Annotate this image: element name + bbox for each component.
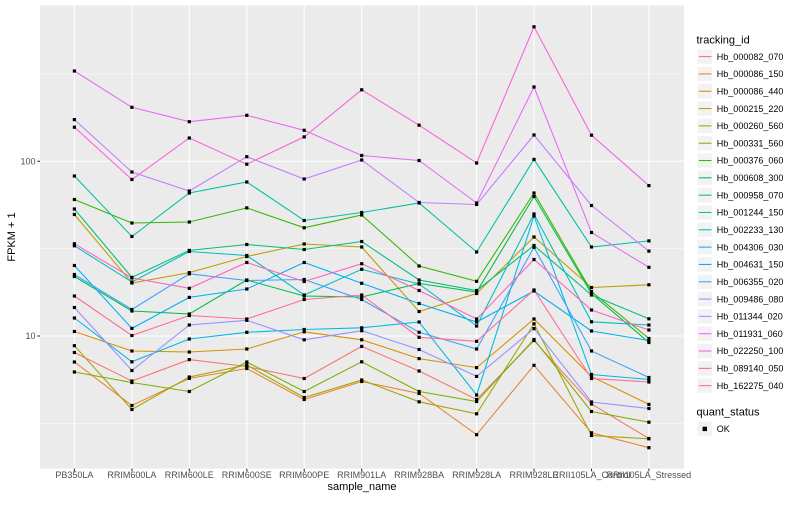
svg-text:Hb_004306_030: Hb_004306_030 — [717, 242, 784, 252]
svg-text:RRII105LA_Stressed: RRII105LA_Stressed — [607, 470, 692, 480]
svg-text:Hb_000376_060: Hb_000376_060 — [717, 156, 784, 166]
svg-text:Hb_006355_020: Hb_006355_020 — [717, 277, 784, 287]
svg-text:Hb_000082_070: Hb_000082_070 — [717, 52, 784, 62]
svg-text:RRIM600LE: RRIM600LE — [165, 470, 214, 480]
svg-text:Hb_004631_150: Hb_004631_150 — [717, 260, 784, 270]
svg-text:Hb_000086_440: Hb_000086_440 — [717, 86, 784, 96]
svg-text:tracking_id: tracking_id — [697, 35, 750, 47]
svg-text:RRIM928LA: RRIM928LA — [452, 470, 501, 480]
svg-text:OK: OK — [717, 424, 730, 434]
svg-text:RRIM600LA: RRIM600LA — [107, 470, 156, 480]
svg-text:Hb_000331_560: Hb_000331_560 — [717, 138, 784, 148]
svg-text:Hb_011931_060: Hb_011931_060 — [717, 329, 783, 339]
svg-text:Hb_002233_130: Hb_002233_130 — [717, 225, 784, 235]
svg-text:RRIM928LE: RRIM928LE — [509, 470, 558, 480]
svg-text:sample_name: sample_name — [327, 481, 396, 493]
svg-text:10: 10 — [25, 331, 35, 341]
svg-text:Hb_009486_080: Hb_009486_080 — [717, 294, 784, 304]
svg-text:Hb_000958_070: Hb_000958_070 — [717, 190, 784, 200]
svg-text:Hb_162275_040: Hb_162275_040 — [717, 381, 784, 391]
svg-text:100: 100 — [20, 156, 35, 166]
svg-text:Hb_089140_050: Hb_089140_050 — [717, 364, 784, 374]
svg-text:RRIM600SE: RRIM600SE — [222, 470, 272, 480]
svg-text:Hb_011344_020: Hb_011344_020 — [717, 312, 783, 322]
svg-text:RRIM901LA: RRIM901LA — [337, 470, 386, 480]
svg-text:Hb_001244_150: Hb_001244_150 — [717, 208, 784, 218]
svg-text:PB350LA: PB350LA — [55, 470, 93, 480]
svg-text:Hb_000608_300: Hb_000608_300 — [717, 173, 784, 183]
svg-text:RRIM928BA: RRIM928BA — [394, 470, 444, 480]
svg-text:Hb_000215_220: Hb_000215_220 — [717, 104, 784, 114]
svg-text:Hb_000086_150: Hb_000086_150 — [717, 69, 784, 79]
svg-text:RRII105LA_Control: RRII105LA_Control — [552, 470, 630, 480]
svg-text:quant_status: quant_status — [697, 407, 760, 419]
svg-text:Hb_000260_560: Hb_000260_560 — [717, 121, 784, 131]
svg-text:Hb_022250_100: Hb_022250_100 — [717, 346, 784, 356]
svg-text:FPKM + 1: FPKM + 1 — [6, 212, 18, 261]
svg-text:RRIM600PE: RRIM600PE — [279, 470, 329, 480]
